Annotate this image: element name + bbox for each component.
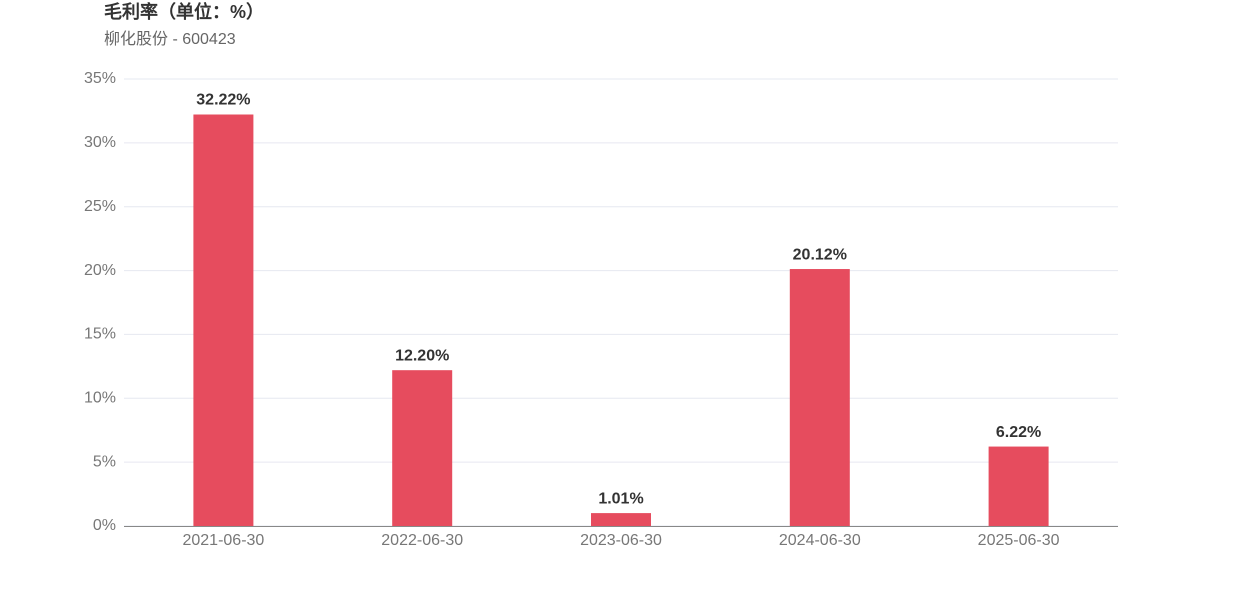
value-label: 1.01% (598, 490, 643, 507)
y-tick-label: 20% (84, 262, 116, 279)
bar (193, 114, 254, 526)
bar (392, 370, 453, 526)
x-tick-label: 2022-06-30 (381, 532, 463, 549)
x-tick-label: 2024-06-30 (779, 532, 861, 549)
y-tick-label: 15% (84, 326, 116, 343)
y-tick-label: 0% (93, 517, 116, 534)
bar (988, 446, 1049, 526)
y-tick-label: 25% (84, 198, 116, 215)
value-label: 12.20% (395, 347, 449, 364)
value-label: 32.22% (196, 92, 250, 109)
y-tick-label: 10% (84, 390, 116, 407)
chart-title: 毛利率（单位：%） (104, 1, 264, 22)
y-tick-label: 35% (84, 70, 116, 87)
value-label: 20.12% (793, 246, 847, 263)
x-tick-label: 2025-06-30 (978, 532, 1060, 549)
chart-subtitle: 柳化股份 - 600423 (104, 30, 236, 48)
y-tick-label: 30% (84, 134, 116, 151)
value-label: 6.22% (996, 424, 1041, 441)
bar (789, 269, 850, 526)
x-tick-label: 2023-06-30 (580, 532, 662, 549)
y-tick-label: 5% (93, 453, 116, 470)
bar (591, 513, 651, 526)
x-tick-label: 2021-06-30 (182, 532, 264, 549)
